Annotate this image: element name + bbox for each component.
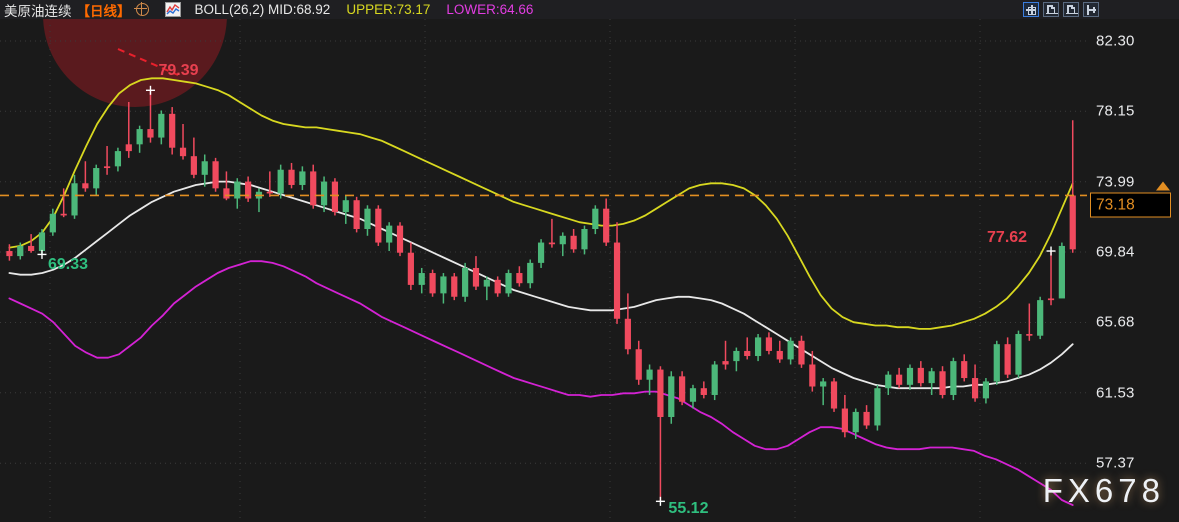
current-price-arrow-icon (1156, 181, 1170, 191)
price-tick: 78.15 (1096, 102, 1135, 120)
price-tick: 82.30 (1096, 32, 1135, 50)
price-tick: 73.99 (1096, 173, 1135, 191)
high-annotation-right: 77.62 (987, 229, 1028, 247)
boll-readout: BOLL(26,2) MID:68.92 (194, 2, 331, 17)
symbol-label: 美原油连续 (4, 3, 72, 19)
high-annotation-left: 79.39 (158, 62, 199, 80)
current-price-box[interactable]: 73.18 (1090, 192, 1171, 218)
price-chart-plot[interactable]: 79.39 69.33 55.12 77.62 (0, 19, 1087, 522)
price-tick: 69.84 (1096, 243, 1135, 261)
price-tick: 65.68 (1096, 313, 1135, 331)
fit-left-tool-button[interactable] (1043, 2, 1059, 17)
low-annotation-left: 69.33 (47, 256, 89, 274)
chart-canvas (0, 19, 1087, 522)
fit-right-tool-button[interactable] (1063, 2, 1079, 17)
chart-header: 美原油连续 【日线】 BOLL(26,2) MID:68.92 UPPER:73… (0, 0, 1179, 19)
low-annotation-mid: 55.12 (668, 500, 709, 518)
crosshair-toggle-icon[interactable] (134, 1, 149, 16)
indicator-thumbnail-icon[interactable] (164, 2, 181, 17)
price-tick: 57.37 (1096, 454, 1135, 472)
price-axis[interactable]: 82.30 78.15 73.99 69.84 65.68 61.53 57.37 73.1… (1087, 19, 1179, 522)
boll-lower-readout: LOWER:64.66 (446, 2, 534, 17)
period-label: 【日线】 (76, 3, 131, 19)
site-watermark: FX678 (1042, 472, 1165, 509)
price-tick: 61.53 (1096, 384, 1135, 402)
crosshair-tool-button[interactable] (1023, 2, 1039, 17)
boll-upper-readout: UPPER:73.17 (346, 2, 431, 17)
shift-right-tool-button[interactable] (1083, 2, 1099, 17)
chart-toolbar (1023, 2, 1099, 17)
current-price-value: 73.18 (1096, 196, 1135, 214)
